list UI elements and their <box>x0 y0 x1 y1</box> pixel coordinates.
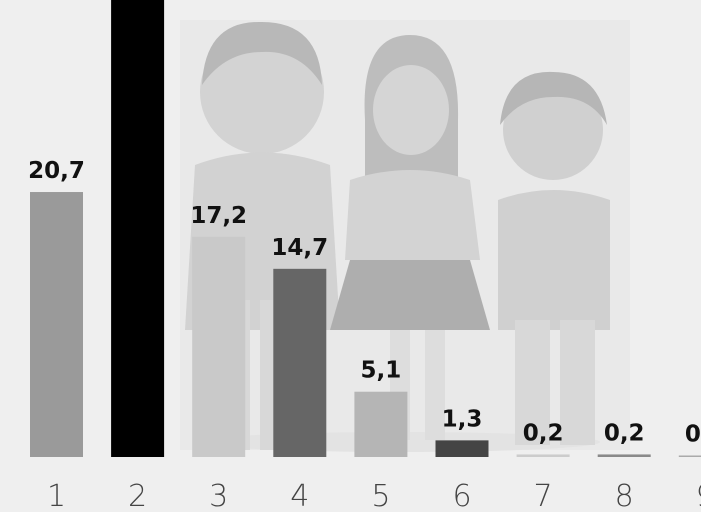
bar <box>192 236 246 457</box>
value-label: 14,7 <box>271 235 328 261</box>
bar <box>30 192 83 458</box>
bar <box>354 391 408 457</box>
value-label: 0,1 <box>685 422 701 448</box>
x-tick-label: 4 <box>290 479 309 512</box>
x-tick-label: 2 <box>128 479 147 512</box>
bar <box>273 268 327 457</box>
bar <box>597 454 651 457</box>
bar <box>678 455 701 457</box>
value-label: 1,3 <box>442 406 483 432</box>
x-tick-label: 1 <box>47 479 66 512</box>
value-label: 17,2 <box>190 203 247 229</box>
x-tick-label: 5 <box>371 479 390 512</box>
x-tick-label: 7 <box>534 479 553 512</box>
bar <box>435 440 489 457</box>
x-tick-label: 6 <box>452 479 471 512</box>
value-label: 20,7 <box>28 158 85 184</box>
bar <box>516 454 570 457</box>
value-label: 0,2 <box>523 420 564 446</box>
x-tick-label: 3 <box>209 479 228 512</box>
background-illustration <box>180 20 630 452</box>
x-tick-label: 8 <box>615 479 634 512</box>
value-label: 0,2 <box>604 420 645 446</box>
x-tick-label: 9 <box>696 479 701 512</box>
value-label: 5,1 <box>361 358 402 384</box>
bar <box>111 0 165 457</box>
